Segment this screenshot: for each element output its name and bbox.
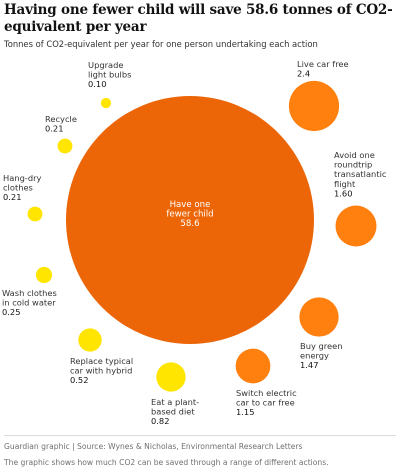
bubble <box>35 266 53 284</box>
bubble <box>57 138 73 154</box>
bubble <box>78 328 102 352</box>
bubble <box>335 205 377 247</box>
bubble-label: Avoid one roundtrip transatlantic flight <box>334 150 387 189</box>
chart-title: Having one fewer child will save 58.6 to… <box>4 2 393 35</box>
source-credit: Guardian graphic | Source: Wynes & Nicho… <box>4 442 303 451</box>
bubble <box>288 80 340 132</box>
bubble-value: 0.52 <box>70 375 88 385</box>
bubble-label: Upgrade light bulbs <box>88 60 131 80</box>
bubble-label: Wash clothes in cold water <box>2 288 57 308</box>
bubble-value: 0.25 <box>2 307 20 317</box>
bubble-value: 1.15 <box>236 407 254 417</box>
bubble <box>156 362 186 392</box>
bubble-value: 2.4 <box>297 69 310 79</box>
bubble-value: 1.60 <box>334 188 352 198</box>
bubble-value: 0.21 <box>3 192 21 202</box>
bubble-value: 0.10 <box>88 79 106 89</box>
bubble-value: 58.6 <box>180 219 199 229</box>
footer-divider <box>4 435 396 436</box>
footnote: The graphic shows how much CO2 can be sa… <box>4 458 329 467</box>
bubble-label: Switch electric car to car free <box>236 388 297 408</box>
bubble-label: Eat a plant-based diet <box>151 397 199 417</box>
bubble <box>235 348 271 384</box>
bubble-label: Buy green energy <box>300 341 342 361</box>
bubble-label: Recycle <box>45 114 77 124</box>
bubble-label: Hang-dry clothes <box>3 173 42 193</box>
chart-subtitle: Tonnes of CO2-equivalent per year for on… <box>4 39 318 49</box>
bubble-value: 0.21 <box>45 124 63 134</box>
bubble-value: 1.47 <box>300 360 318 370</box>
bubble-label: Have one fewer child <box>166 200 213 220</box>
bubble-label: Replace typical car with hybrid <box>70 356 133 376</box>
bubble-group: Avoid one roundtrip transatlantic flight1.6… <box>334 150 387 247</box>
bubble <box>100 97 112 109</box>
bubble-label: Live car free <box>297 59 349 69</box>
bubble <box>66 96 314 344</box>
bubble-value: 0.82 <box>151 416 169 426</box>
bubble <box>27 206 43 222</box>
bubble <box>299 297 339 337</box>
